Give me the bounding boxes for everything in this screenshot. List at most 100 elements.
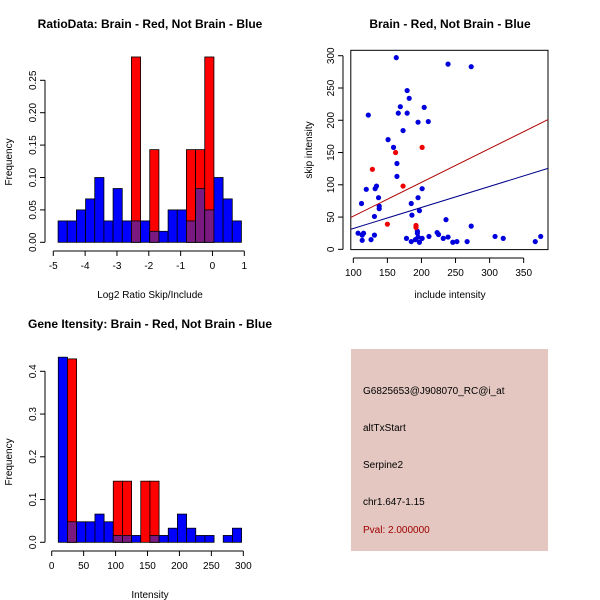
ratio-hist-bar-not-brain	[176, 209, 187, 243]
ratio-hist-bar-overlap	[204, 209, 215, 243]
scatter-y-tick-label: 150	[326, 144, 337, 161]
scatter-point-not-brain	[416, 239, 423, 245]
scatter-point-not-brain	[372, 186, 378, 192]
scatter-point-not-brain	[532, 238, 538, 245]
scatter-point-not-brain	[359, 237, 365, 243]
ratio-hist-bar-not-brain	[76, 209, 86, 243]
scatter-point-not-brain	[415, 234, 421, 240]
ratio-hist-y-tick-label: 0.15	[28, 135, 39, 155]
ratio-hist-ylabel: Frequency	[4, 138, 15, 185]
intensity-hist-x-tick-label: 0	[49, 561, 55, 572]
intensity-hist-bar-overlap	[122, 535, 132, 543]
intensity-hist-x-tick-label: 100	[107, 561, 124, 572]
scatter-point-not-brain	[408, 200, 414, 207]
intensity-hist-bar-not-brain	[103, 521, 114, 543]
scatter-frame	[350, 49, 549, 251]
scatter-point-not-brain	[394, 160, 400, 167]
intensity-hist-x-tick-label: 150	[139, 561, 156, 572]
event-type: altTxStart	[363, 423, 406, 434]
intensity-hist-bar-not-brain	[186, 527, 197, 543]
ratio-hist-bar-overlap	[186, 220, 196, 243]
scatter-point-not-brain	[397, 104, 403, 110]
scatter-point-not-brain	[419, 186, 425, 192]
scatter-point-not-brain	[363, 186, 369, 192]
scatter-point-not-brain	[492, 233, 498, 240]
scatter-y-tick-label: 200	[326, 111, 337, 128]
scatter-point-not-brain	[443, 217, 449, 223]
ratio-hist-bar-not-brain	[140, 220, 151, 243]
ratio-hist-y-tick-label: 0.10	[28, 167, 39, 187]
scatter-x-tick-label: 200	[413, 268, 430, 279]
scatter-point-not-brain	[445, 234, 451, 240]
gene-name: Serpine2	[363, 460, 404, 471]
intensity-hist-bar-overlap	[149, 535, 160, 543]
ratio-hist-y-tick-label: 0.20	[28, 103, 39, 123]
intensity-hist-x-tick-label: 200	[171, 561, 188, 572]
ratio-hist-y-tick-label: 0.00	[28, 232, 39, 252]
scatter-point-brain	[419, 144, 425, 150]
ratio-hist-bar-not-brain	[158, 230, 169, 243]
ratio-hist-xlabel: Log2 Ratio Skip/Include	[97, 290, 203, 301]
scatter-x-tick-label: 150	[379, 268, 396, 279]
scatter-point-not-brain	[421, 104, 427, 110]
intensity-hist-bar-not-brain	[177, 513, 187, 543]
scatter-point-brain	[369, 166, 376, 172]
intensity-hist-bar-brain	[67, 358, 78, 543]
scatter-point-not-brain	[538, 233, 544, 240]
ratio-hist-x-tick-label: 0	[210, 261, 216, 272]
scatter-point-not-brain	[416, 208, 423, 214]
scatter-point-not-brain	[400, 127, 406, 134]
ratio-hist-bar-not-brain	[66, 220, 77, 243]
intensity-hist-bar-not-brain	[85, 521, 96, 543]
ratio-hist-x-tick-label: -4	[81, 261, 90, 272]
probe-id: G6825653@J908070_RC@i_at	[363, 386, 505, 397]
scatter-point-not-brain	[464, 238, 470, 245]
scatter-point-not-brain	[450, 239, 456, 245]
scatter-y-tick-label: 50	[326, 211, 337, 223]
intensity-hist-bar-not-brain	[158, 535, 169, 543]
scatter-title: Brain - Red, Not Brain - Blue	[369, 17, 531, 31]
scatter-point-not-brain	[445, 61, 451, 67]
scatter-point-not-brain	[358, 200, 365, 207]
intensity-hist-y-tick-label: 0.3	[28, 407, 39, 421]
fit-line-brain	[350, 119, 549, 218]
intensity-hist-y-tick-label: 0.2	[28, 449, 39, 463]
ratio-hist-bar-brain	[131, 56, 141, 243]
ratio-hist-bar-not-brain	[222, 198, 233, 243]
scatter-point-not-brain	[435, 231, 442, 238]
intensity-hist-y-tick-label: 0.0	[28, 535, 39, 549]
ratio-hist-y-tick-label: 0.05	[28, 200, 39, 220]
scatter-x-tick-label: 350	[515, 268, 532, 279]
ratio-hist-bar-not-brain	[167, 209, 178, 243]
scatter-point-not-brain	[368, 237, 374, 243]
scatter-point-not-brain	[404, 87, 410, 94]
ratio-hist-x-tick-label: -2	[144, 261, 153, 272]
intensity-hist-bar-brain	[122, 480, 132, 543]
intensity-hist-bar-brain	[140, 480, 151, 543]
scatter-point-not-brain	[393, 55, 399, 61]
ratio-hist-bar-overlap	[195, 188, 206, 243]
ratio-hist-bar-not-brain	[85, 198, 96, 243]
scatter-point-not-brain	[403, 235, 410, 241]
intensity-hist-ylabel: Frequency	[4, 438, 15, 485]
ratio-hist-bar-brain	[149, 149, 160, 243]
scatter-point-not-brain	[355, 230, 361, 236]
intensity-hist-bar-not-brain	[204, 535, 215, 543]
intensity-hist-y-tick-label: 0.1	[28, 492, 39, 506]
scatter-point-not-brain	[468, 223, 474, 229]
probe-info-panel: G6825653@J908070_RC@i_at altTxStart Serp…	[351, 349, 548, 551]
scatter-point-not-brain	[425, 118, 431, 125]
scatter-ylabel: skip intensity	[304, 121, 315, 178]
scatter-point-not-brain	[454, 238, 460, 245]
ratio-hist-x-tick-label: 1	[242, 261, 248, 272]
scatter-point-not-brain	[468, 64, 474, 70]
scatter-point-not-brain	[409, 212, 415, 218]
ratio-hist-bar-not-brain	[213, 177, 224, 243]
intensity-hist-x-tick-label: 250	[203, 561, 220, 572]
scatter-y-tick-label: 300	[326, 47, 337, 64]
ratio-hist-x-tick-label: -1	[176, 261, 185, 272]
scatter-point-not-brain	[365, 112, 371, 118]
scatter-point-not-brain	[408, 238, 414, 245]
scatter-point-not-brain	[371, 213, 378, 220]
